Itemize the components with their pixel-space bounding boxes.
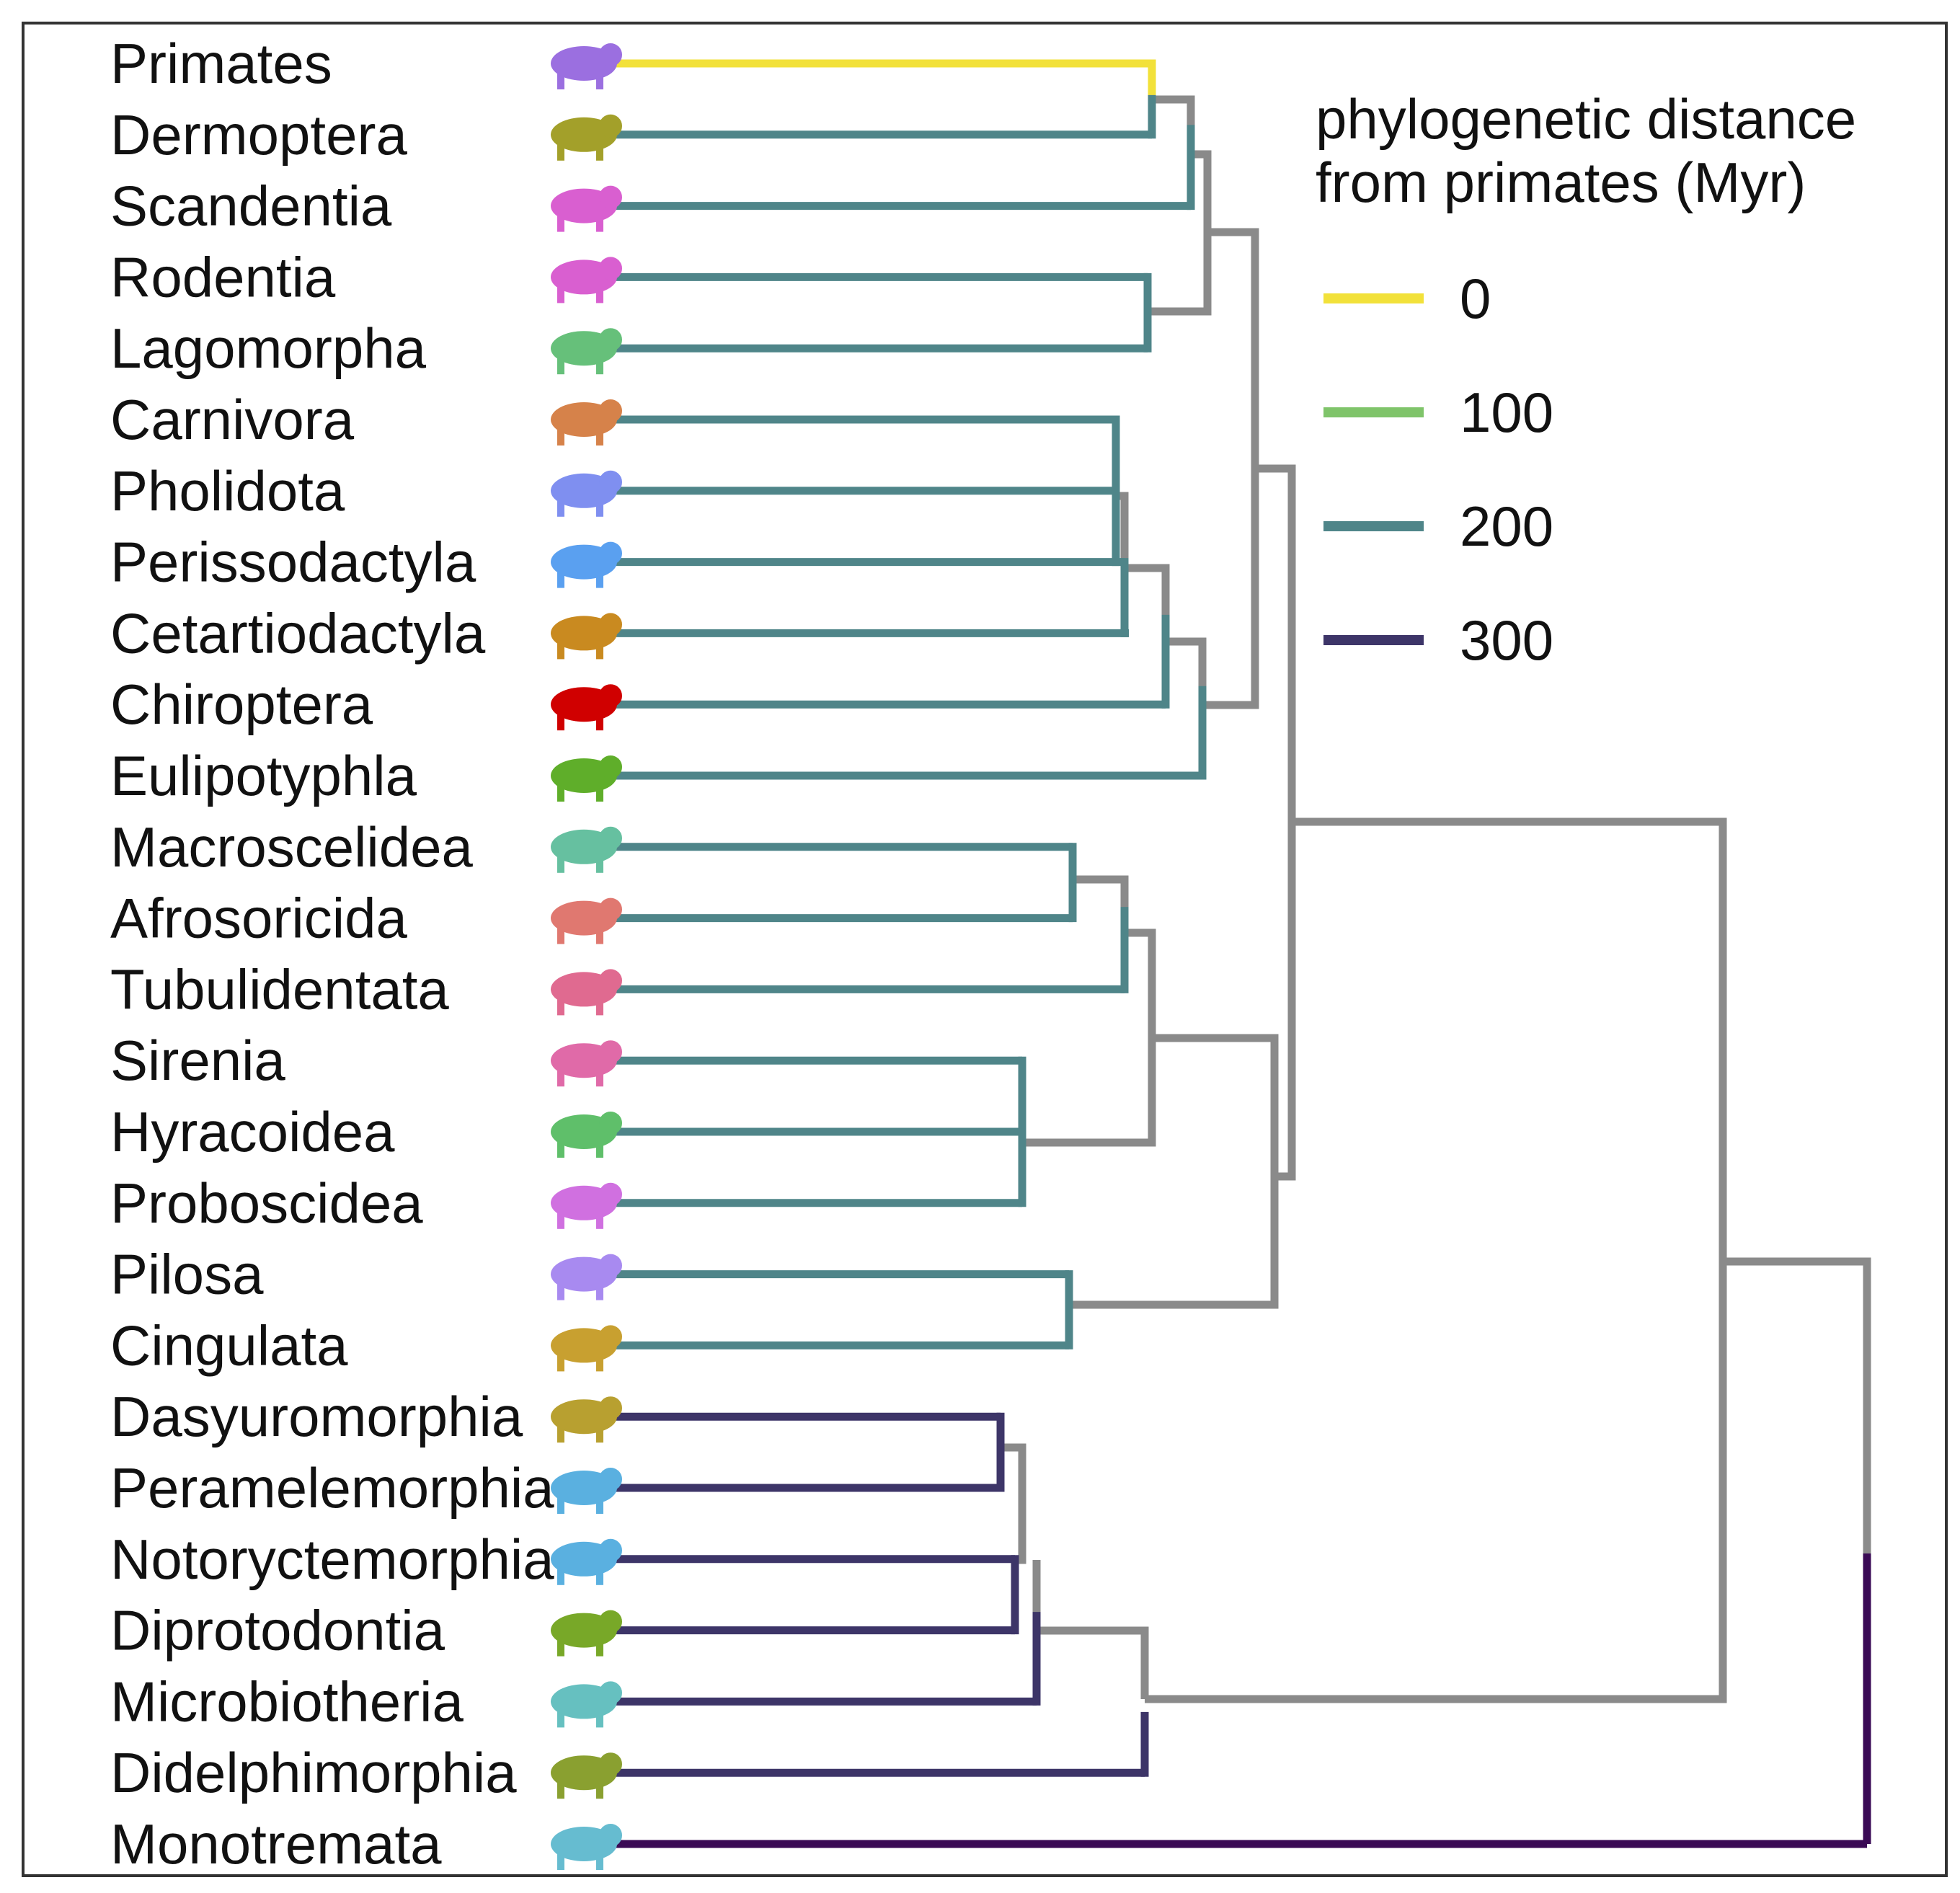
taxon-label-carnivora: Carnivora (110, 388, 355, 451)
node-laurasiatheria (1166, 637, 1207, 705)
taxon-label-lagomorpha: Lagomorpha (110, 316, 427, 380)
monito-silhouette-icon (551, 1681, 622, 1728)
node-australidelphia-b (1032, 1560, 1149, 1699)
bat-silhouette-icon (551, 684, 622, 731)
taxon-labels: Primates Dermoptera Scandentia Rodentia Lago… (110, 32, 554, 1876)
pig-silhouette-icon (551, 613, 622, 660)
legend-items: 0 100 200 300 (1323, 267, 1553, 672)
taxon-label-proboscidea: Proboscidea (110, 1171, 423, 1235)
taxon-label-sirenia: Sirenia (110, 1029, 285, 1092)
taxon-label-cetartiodactyla: Cetartiodactyla (110, 601, 486, 665)
legend-value-300: 300 (1460, 608, 1553, 672)
taxon-label-eulipotyphla: Eulipotyphla (110, 744, 417, 807)
rabbit-silhouette-icon (551, 328, 622, 375)
pangolin-silhouette-icon (551, 470, 622, 517)
legend-title-line2: from primates (Myr) (1316, 151, 1806, 214)
taxon-label-microbiotheria: Microbiotheria (110, 1670, 464, 1733)
elephant-silhouette-icon (551, 1182, 622, 1229)
taxon-label-diprotodontia: Diprotodontia (110, 1599, 445, 1662)
taxon-label-hyracoidea: Hyracoidea (110, 1100, 395, 1163)
node-atlantogenata (1069, 1034, 1279, 1309)
sloth-silhouette-icon (551, 1254, 622, 1300)
treeshrew-silhouette-icon (551, 185, 622, 232)
taxon-label-tubulidentata: Tubulidentata (110, 957, 449, 1021)
legend-title-line1: phylogenetic distance (1316, 87, 1856, 151)
taxon-label-afrosoricida: Afrosoricida (110, 887, 407, 950)
hyrax-silhouette-icon (551, 1112, 622, 1158)
taxon-label-dermoptera: Dermoptera (110, 103, 407, 167)
figure-frame (22, 22, 1948, 1877)
tenrec-silhouette-icon (551, 897, 622, 944)
shrew-silhouette-icon (551, 755, 622, 802)
armadillo-silhouette-icon (551, 1325, 622, 1372)
taxon-label-perissodactyla: Perissodactyla (110, 531, 476, 594)
taxon-label-didelphimorphia: Didelphimorphia (110, 1741, 517, 1804)
cat-silhouette-icon (551, 399, 622, 445)
taxon-label-scandentia: Scandentia (110, 174, 392, 238)
taxon-label-peramelemorphia: Peramelemorphia (110, 1456, 554, 1520)
node-mammalia-grey (1723, 1257, 1871, 1553)
horse-silhouette-icon (551, 541, 622, 588)
legend-value-0: 0 (1460, 267, 1491, 330)
taxon-label-chiroptera: Chiroptera (110, 673, 373, 736)
taxon-label-rodentia: Rodentia (110, 245, 336, 309)
taxon-label-macroscelidea: Macroscelidea (110, 815, 474, 879)
manatee-silhouette-icon (551, 1040, 622, 1087)
taxon-label-cingulata: Cingulata (110, 1313, 348, 1377)
legend-value-100: 100 (1460, 381, 1553, 444)
legend: phylogenetic distance from primates (Myr… (1316, 87, 1856, 672)
quoll-silhouette-icon (551, 1396, 622, 1443)
colugo-silhouette-icon (551, 114, 622, 161)
marsupial-mole-silhouette-icon (551, 1538, 622, 1585)
taxon-label-notoryctemorphia: Notoryctemorphia (110, 1528, 554, 1591)
taxon-label-pilosa: Pilosa (110, 1243, 264, 1306)
bandicoot-silhouette-icon (551, 1468, 622, 1514)
taxon-label-pholidota: Pholidota (110, 459, 345, 523)
elephant-shrew-silhouette-icon (551, 826, 622, 873)
echidna-silhouette-icon (551, 1824, 622, 1870)
legend-value-200: 200 (1460, 495, 1553, 558)
aardvark-silhouette-icon (551, 969, 622, 1016)
taxon-label-monotremata: Monotremata (110, 1812, 442, 1876)
taxon-silhouettes (551, 43, 622, 1870)
opossum-silhouette-icon (551, 1752, 622, 1799)
tree-tip-branches (585, 59, 1871, 1848)
taxon-label-dasyuromorphia: Dasyuromorphia (110, 1385, 523, 1448)
taxon-label-primates: Primates (110, 32, 332, 95)
kangaroo-silhouette-icon (551, 1610, 622, 1657)
lemur-silhouette-icon (551, 43, 622, 89)
squirrel-silhouette-icon (551, 257, 622, 303)
